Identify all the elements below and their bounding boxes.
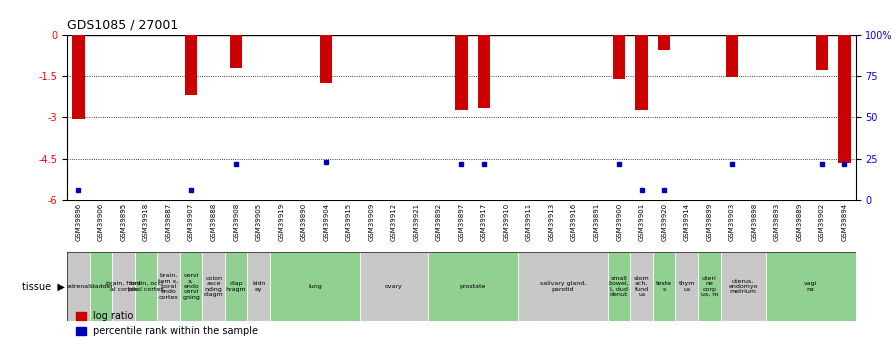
Bar xyxy=(427,252,518,321)
Bar xyxy=(67,252,90,321)
Bar xyxy=(134,252,158,321)
Legend: log ratio, percentile rank within the sample: log ratio, percentile rank within the sa… xyxy=(72,307,263,340)
Text: stom
ach,
fund
us: stom ach, fund us xyxy=(633,276,650,297)
Text: GSM39921: GSM39921 xyxy=(413,203,419,241)
Text: uteri
ne
corp
us, m: uteri ne corp us, m xyxy=(701,276,718,297)
Text: brain, occi
pital cortex: brain, occi pital cortex xyxy=(128,281,164,292)
Text: lung: lung xyxy=(308,284,322,289)
Text: adrenal: adrenal xyxy=(66,284,90,289)
Text: GSM39895: GSM39895 xyxy=(121,203,126,241)
Text: kidn
ey: kidn ey xyxy=(252,281,265,292)
Text: GSM39913: GSM39913 xyxy=(548,203,555,241)
Text: GSM39891: GSM39891 xyxy=(594,203,599,241)
Bar xyxy=(631,252,653,321)
Bar xyxy=(726,34,738,77)
Bar xyxy=(635,34,648,110)
Text: GSM39908: GSM39908 xyxy=(233,203,239,241)
Text: GSM39902: GSM39902 xyxy=(819,203,825,241)
Text: GSM39917: GSM39917 xyxy=(481,203,487,241)
Bar xyxy=(247,252,270,321)
Bar xyxy=(90,252,112,321)
Bar xyxy=(765,252,856,321)
Bar xyxy=(360,252,427,321)
Bar xyxy=(698,252,720,321)
Text: GSM39912: GSM39912 xyxy=(391,203,397,241)
Text: tissue  ▶: tissue ▶ xyxy=(22,282,65,291)
Bar xyxy=(180,252,202,321)
Bar xyxy=(653,252,676,321)
Text: diap
hragm: diap hragm xyxy=(226,281,246,292)
Text: GSM39896: GSM39896 xyxy=(75,203,82,241)
Text: GSM39904: GSM39904 xyxy=(323,203,329,241)
Bar xyxy=(320,34,332,83)
Text: brain,
tem x,
poral
endo
cortex: brain, tem x, poral endo cortex xyxy=(159,273,178,300)
Text: GSM39918: GSM39918 xyxy=(143,203,149,241)
Text: small
bowel,
I, dud
denut: small bowel, I, dud denut xyxy=(608,276,630,297)
Text: GSM39906: GSM39906 xyxy=(98,203,104,241)
Bar xyxy=(112,252,134,321)
Text: bladder: bladder xyxy=(89,284,113,289)
Bar xyxy=(478,34,490,108)
Bar xyxy=(607,252,631,321)
Text: GSM39893: GSM39893 xyxy=(774,203,780,241)
Text: colon
asce
nding
diagm: colon asce nding diagm xyxy=(203,276,223,297)
Bar xyxy=(518,252,607,321)
Text: teste
s: teste s xyxy=(656,281,672,292)
Text: GSM39911: GSM39911 xyxy=(526,203,532,241)
Text: GSM39899: GSM39899 xyxy=(706,203,712,241)
Text: GSM39888: GSM39888 xyxy=(211,203,217,241)
Text: brain, front
al cortex: brain, front al cortex xyxy=(106,281,142,292)
Text: GSM39890: GSM39890 xyxy=(301,203,306,241)
Text: GSM39916: GSM39916 xyxy=(571,203,577,241)
Text: prostate: prostate xyxy=(460,284,486,289)
Bar xyxy=(225,252,247,321)
Text: ovary: ovary xyxy=(385,284,403,289)
Bar xyxy=(676,252,698,321)
Bar xyxy=(73,34,84,119)
Bar xyxy=(230,34,242,68)
Text: GSM39914: GSM39914 xyxy=(684,203,690,241)
Text: GSM39920: GSM39920 xyxy=(661,203,668,241)
Text: vagi
na: vagi na xyxy=(804,281,817,292)
Text: thym
us: thym us xyxy=(678,281,695,292)
Text: GSM39909: GSM39909 xyxy=(368,203,375,241)
Text: GSM39915: GSM39915 xyxy=(346,203,352,241)
Bar xyxy=(839,34,850,163)
Text: GSM39897: GSM39897 xyxy=(459,203,464,241)
Bar xyxy=(185,34,197,95)
Bar xyxy=(658,34,670,50)
Text: GSM39907: GSM39907 xyxy=(188,203,194,241)
Text: cervi
x,
endo
cervi
gning: cervi x, endo cervi gning xyxy=(182,273,200,300)
Text: GSM39900: GSM39900 xyxy=(616,203,622,241)
Text: GSM39905: GSM39905 xyxy=(255,203,262,241)
Bar xyxy=(815,34,828,70)
Text: uterus,
endomyo
metrium: uterus, endomyo metrium xyxy=(728,278,758,294)
Bar xyxy=(455,34,468,110)
Bar xyxy=(720,252,765,321)
Text: GSM39887: GSM39887 xyxy=(166,203,171,241)
Text: GSM39892: GSM39892 xyxy=(436,203,442,241)
Text: GSM39919: GSM39919 xyxy=(279,203,284,241)
Bar xyxy=(202,252,225,321)
Text: salivary gland,
parotid: salivary gland, parotid xyxy=(539,281,586,292)
Text: GSM39901: GSM39901 xyxy=(639,203,644,241)
Text: GDS1085 / 27001: GDS1085 / 27001 xyxy=(67,19,178,32)
Text: GSM39898: GSM39898 xyxy=(752,203,757,241)
Text: GSM39889: GSM39889 xyxy=(797,203,802,241)
Bar xyxy=(270,252,360,321)
Text: GSM39910: GSM39910 xyxy=(504,203,510,241)
Bar xyxy=(158,252,180,321)
Text: GSM39903: GSM39903 xyxy=(728,203,735,241)
Bar xyxy=(613,34,625,79)
Text: GSM39894: GSM39894 xyxy=(841,203,848,241)
